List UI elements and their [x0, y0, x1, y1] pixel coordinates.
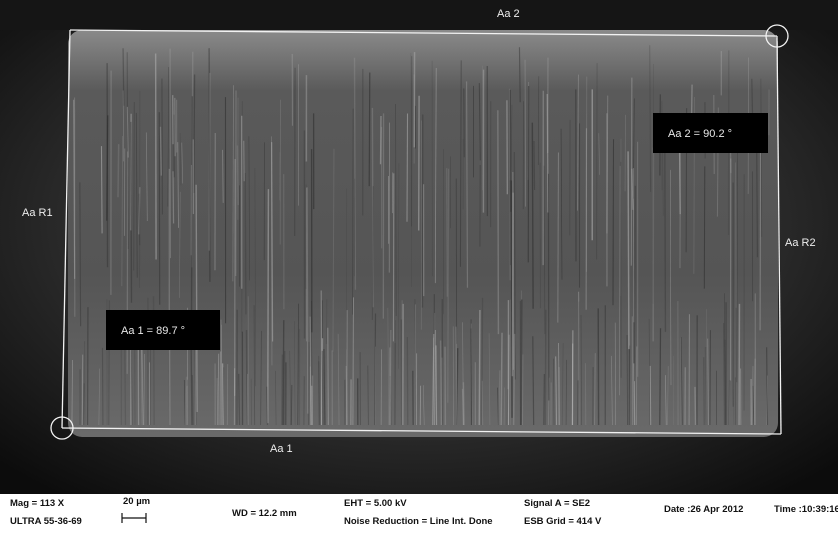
streak	[510, 89, 511, 280]
streak	[735, 163, 736, 308]
info: ESB Grid = 414 V	[524, 516, 601, 527]
streak	[448, 169, 449, 403]
streak	[192, 96, 193, 310]
sem-image: Aa 2 Aa R1 Aa R2 Aa 1 Aa 2 = 90.2 ° Aa 1…	[0, 0, 838, 494]
streak	[118, 144, 119, 197]
streak	[482, 298, 483, 425]
streak	[107, 115, 108, 220]
streak	[519, 47, 520, 102]
streak	[508, 335, 509, 425]
streak	[347, 310, 348, 425]
streak	[372, 186, 373, 320]
streak	[635, 186, 636, 381]
measure-text: Aa 2 = 90.2 °	[668, 128, 732, 140]
streak	[752, 366, 753, 425]
streak	[160, 127, 161, 176]
info: Mag = 113 X	[10, 498, 64, 509]
streak	[507, 389, 508, 425]
streak	[534, 141, 535, 190]
page: Aa 2 Aa R1 Aa R2 Aa 1 Aa 2 = 90.2 ° Aa 1…	[0, 0, 838, 539]
info: Noise Reduction = Line Int. Done	[344, 516, 493, 527]
streak	[369, 72, 370, 186]
streak	[282, 355, 283, 425]
streak	[223, 363, 224, 425]
streak	[254, 305, 255, 425]
streak	[80, 182, 81, 326]
streak	[511, 180, 512, 417]
label: Aa 1	[270, 443, 293, 455]
streak	[498, 110, 499, 334]
streak	[479, 310, 480, 425]
streak	[757, 152, 758, 257]
streak	[242, 101, 243, 332]
scale-bar	[121, 512, 147, 524]
streak	[514, 334, 515, 425]
streak	[436, 345, 437, 425]
streak	[307, 187, 308, 413]
measure-text: Aa 1 = 89.7 °	[121, 325, 185, 337]
streak	[283, 320, 284, 425]
info: ULTRA 55-36-69	[10, 516, 82, 527]
info: Signal A = SE2	[524, 498, 590, 509]
streak	[245, 173, 246, 314]
streak	[695, 387, 696, 425]
streak	[239, 374, 240, 425]
streak	[613, 139, 614, 305]
streak	[101, 146, 102, 233]
label: Aa 2	[497, 8, 520, 20]
streak	[368, 365, 369, 425]
streak	[501, 333, 502, 425]
streak	[244, 141, 245, 182]
streak	[268, 189, 269, 423]
streak	[533, 336, 534, 425]
streak	[131, 122, 132, 303]
streak	[415, 304, 416, 425]
streak	[173, 171, 174, 223]
streak	[597, 63, 598, 259]
streak	[631, 78, 632, 266]
streak	[407, 113, 408, 221]
info: Time :10:39:16	[774, 504, 838, 515]
streak	[704, 357, 705, 425]
info: 20 µm	[123, 496, 150, 507]
streak	[209, 73, 210, 251]
streak	[322, 351, 323, 425]
streak	[194, 75, 195, 193]
streak	[223, 150, 224, 203]
streak	[628, 151, 629, 349]
streak	[705, 347, 706, 425]
streak	[660, 328, 661, 425]
info: Date :26 Apr 2012	[664, 504, 743, 515]
info: WD = 12.2 mm	[232, 508, 297, 519]
streak	[267, 387, 268, 425]
info: EHT = 5.00 kV	[344, 498, 407, 509]
streak	[532, 123, 533, 309]
streak	[353, 297, 354, 425]
streak	[328, 328, 329, 425]
info-bar: Mag = 113 X ULTRA 55-36-69 20 µm WD = 12…	[0, 494, 838, 539]
streak	[319, 356, 320, 425]
top-dark-band	[0, 0, 838, 30]
label: Aa R2	[785, 237, 816, 249]
streak	[512, 193, 513, 377]
label: Aa R1	[22, 207, 53, 219]
streak	[186, 377, 187, 425]
streak	[724, 323, 725, 425]
